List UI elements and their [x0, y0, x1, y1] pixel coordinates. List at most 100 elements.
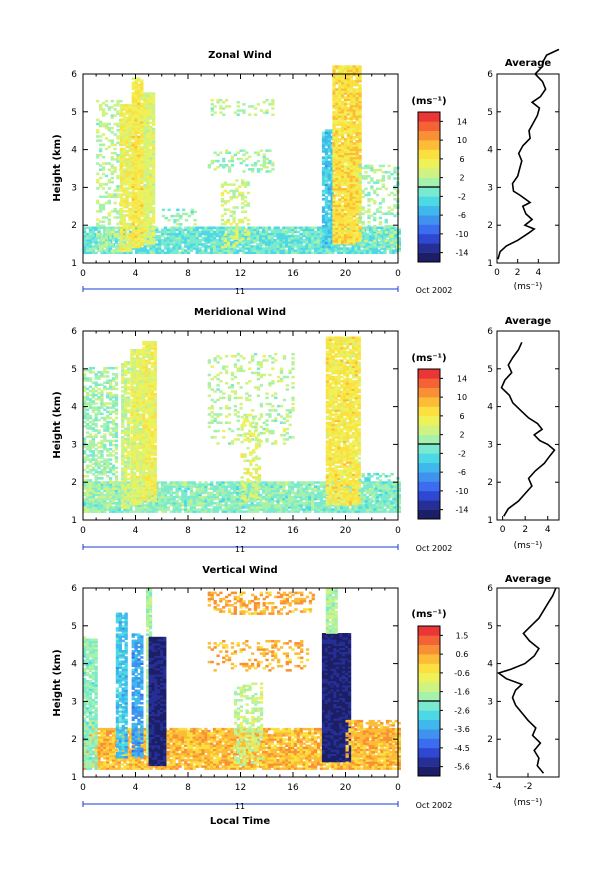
heatmap-cell — [355, 227, 359, 230]
heatmap-cell — [172, 481, 176, 484]
heatmap-cell — [358, 73, 362, 77]
heatmap-cell — [259, 232, 263, 236]
heatmap-cell — [264, 508, 269, 511]
heatmap-cell — [143, 156, 147, 160]
heatmap-cell — [233, 249, 237, 252]
heatmap-cell — [343, 127, 348, 131]
heatmap-cell — [358, 212, 362, 215]
heatmap-cell — [152, 225, 156, 228]
heatmap-cell — [169, 504, 173, 507]
heatmap-cell — [343, 100, 348, 104]
heatmap-cell — [253, 249, 257, 252]
heatmap-cell — [282, 491, 286, 495]
heatmap-cell — [227, 497, 231, 501]
heatmap-cell — [140, 193, 144, 197]
heatmap-cell — [366, 232, 370, 236]
heatmap-cell — [88, 504, 93, 507]
heatmap-cell — [128, 239, 132, 242]
heatmap-cell — [149, 194, 153, 197]
heatmap-cell — [119, 187, 124, 190]
heatmap-cell — [324, 175, 329, 178]
heatmap-cell — [355, 113, 359, 116]
heatmap-cell — [355, 200, 359, 203]
heatmap-cell — [343, 98, 348, 102]
heatmap-cell — [270, 493, 274, 497]
heatmap-cell — [210, 239, 214, 242]
heatmap-cell — [110, 170, 114, 174]
heatmap-cell — [178, 481, 182, 484]
heatmap-cell — [264, 495, 269, 499]
heatmap-cell — [346, 221, 351, 224]
heatmap-cell — [215, 243, 220, 246]
heatmap-cell — [225, 164, 229, 167]
heatmap-cell — [128, 174, 132, 178]
heatmap-cell — [321, 141, 326, 145]
heatmap-cell — [367, 208, 371, 211]
heatmap-cell — [104, 235, 109, 238]
heatmap-cell — [166, 497, 170, 501]
heatmap-cell — [335, 181, 339, 185]
heatmap-cell — [282, 232, 286, 236]
heatmap-cell — [152, 92, 156, 95]
heatmap-cell — [341, 169, 345, 172]
heatmap-cell — [360, 245, 364, 248]
heatmap-cell — [250, 487, 254, 490]
heatmap-cell — [299, 481, 303, 484]
heatmap-cell — [341, 123, 345, 126]
heatmap-cell — [137, 141, 141, 145]
heatmap-cell — [293, 239, 298, 242]
heatmap-cell — [332, 215, 336, 218]
heatmap-cell — [137, 173, 141, 176]
heatmap-cell — [244, 251, 248, 254]
heatmap-cell — [119, 110, 124, 113]
heatmap-cell — [99, 149, 103, 153]
heatmap-cell — [128, 149, 132, 153]
heatmap-cell — [146, 117, 150, 120]
heatmap-cell — [366, 249, 370, 252]
heatmap-cell — [223, 239, 227, 243]
heatmap-cell — [352, 154, 356, 158]
heatmap-cell — [270, 251, 274, 254]
heatmap-cell — [355, 175, 359, 178]
heatmap-cell — [276, 243, 280, 246]
heatmap-cell — [131, 187, 135, 191]
heatmap-cell — [302, 239, 306, 242]
heatmap-cell — [222, 107, 226, 110]
heatmap-cell — [327, 162, 331, 166]
heatmap-cell — [140, 247, 145, 250]
heatmap-cell — [186, 483, 191, 486]
heatmap-cell — [140, 508, 145, 511]
heatmap-cell — [321, 181, 326, 184]
heatmap-cell — [140, 179, 144, 182]
heatmap-cell — [182, 212, 186, 216]
heatmap-cell — [146, 188, 150, 191]
heatmap-cell — [189, 508, 194, 511]
heatmap-cell — [332, 129, 336, 133]
heatmap-cell — [332, 229, 336, 232]
heatmap-cell — [192, 506, 196, 509]
heatmap-cell — [201, 500, 205, 503]
heatmap-cell — [328, 249, 332, 252]
heatmap-cell — [104, 126, 109, 130]
heatmap-cell — [330, 237, 334, 240]
heatmap-cell — [169, 249, 173, 252]
heatmap-cell — [367, 164, 371, 168]
heatmap-cell — [184, 483, 188, 486]
heatmap-cell — [321, 168, 326, 172]
heatmap-cell — [349, 123, 353, 126]
heatmap-cell — [218, 483, 222, 486]
heatmap-cell — [346, 233, 351, 237]
heatmap-cell — [189, 500, 194, 503]
heatmap-cell — [264, 245, 269, 248]
heatmap-cell — [137, 85, 141, 89]
heatmap-cell — [215, 251, 220, 254]
heatmap-cell — [332, 154, 336, 158]
heatmap-cell — [134, 94, 138, 97]
y-tick-label: 2 — [71, 221, 77, 231]
heatmap-cell — [137, 162, 141, 166]
heatmap-cell — [137, 166, 141, 170]
heatmap-cell — [85, 234, 90, 238]
heatmap-cell — [349, 77, 353, 81]
heatmap-cell — [267, 245, 272, 248]
heatmap-cell — [134, 154, 138, 157]
